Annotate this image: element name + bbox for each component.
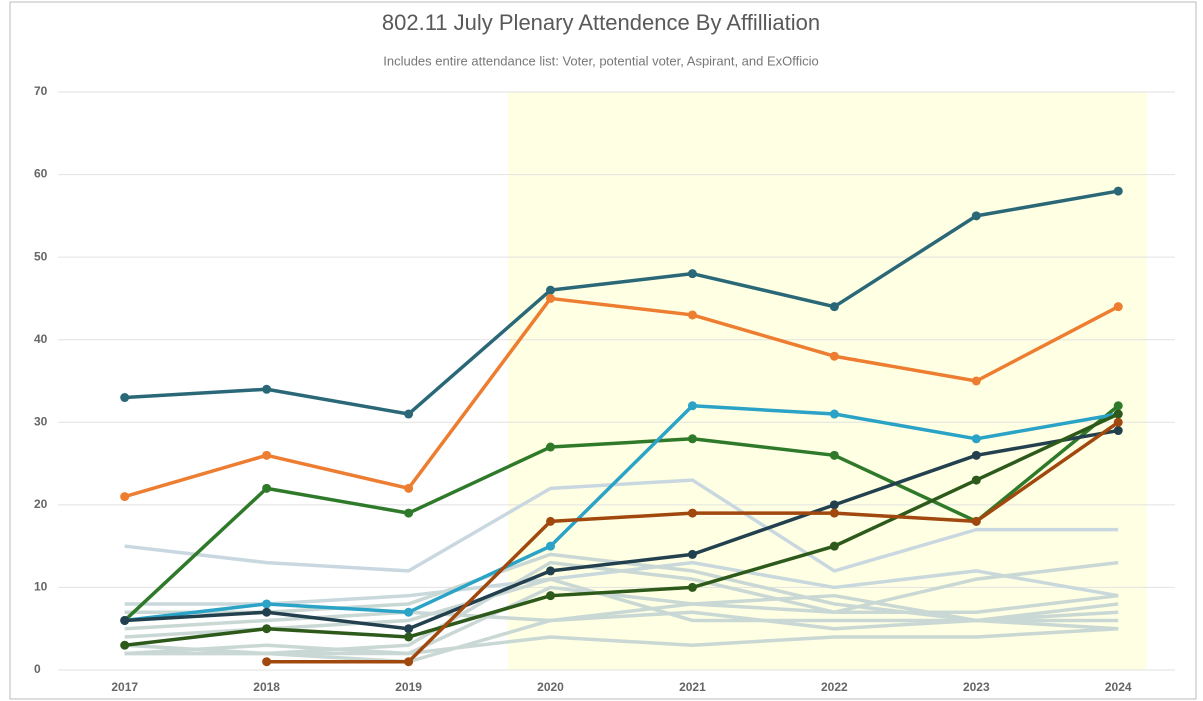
series-line xyxy=(124,296,1120,499)
point xyxy=(262,599,272,609)
y-tick-label: 10 xyxy=(34,580,48,594)
point xyxy=(687,269,697,279)
point xyxy=(829,409,839,419)
series-line xyxy=(124,404,1119,623)
point xyxy=(687,434,697,444)
faded-line xyxy=(124,610,1119,664)
faded-line xyxy=(124,593,1119,631)
point xyxy=(262,384,272,394)
point xyxy=(829,500,839,510)
point xyxy=(120,640,130,650)
x-tick-label: 2024 xyxy=(1105,680,1132,694)
faded-line xyxy=(124,478,1119,573)
x-tick-label: 2020 xyxy=(537,680,564,694)
point xyxy=(829,508,839,518)
point xyxy=(404,632,414,642)
y-tick-label: 20 xyxy=(34,497,48,511)
point xyxy=(404,657,414,667)
highlight-band xyxy=(507,92,1147,670)
x-tick-label: 2022 xyxy=(821,680,848,694)
point xyxy=(829,541,839,551)
point xyxy=(546,442,556,452)
chart-title: 802.11 July Plenary Attendence By Affill… xyxy=(382,10,820,35)
point xyxy=(687,310,697,320)
point xyxy=(971,450,981,460)
point xyxy=(546,516,556,526)
point xyxy=(404,624,414,634)
point xyxy=(546,566,556,576)
point xyxy=(829,450,839,460)
point xyxy=(546,293,556,303)
point xyxy=(971,211,981,221)
series-line xyxy=(124,189,1119,416)
point xyxy=(687,401,697,411)
chart-subtitle: Includes entire attendance list: Voter, … xyxy=(383,53,819,68)
point xyxy=(120,393,130,403)
point xyxy=(262,483,272,493)
series-line xyxy=(124,412,1119,647)
point xyxy=(687,582,697,592)
point xyxy=(546,285,556,295)
point xyxy=(1113,409,1123,419)
y-tick-label: 40 xyxy=(34,332,48,346)
x-tick-label: 2019 xyxy=(395,680,422,694)
point xyxy=(546,541,556,551)
point xyxy=(687,508,697,518)
y-tick-label: 70 xyxy=(34,84,48,98)
point xyxy=(971,376,981,386)
point xyxy=(829,351,839,361)
point xyxy=(687,549,697,559)
series-line xyxy=(123,404,1120,622)
x-tick-label: 2017 xyxy=(111,680,138,694)
point xyxy=(404,508,414,518)
x-tick-label: 2018 xyxy=(253,680,280,694)
point xyxy=(404,409,414,419)
point xyxy=(971,516,981,526)
x-tick-label: 2023 xyxy=(963,680,990,694)
point xyxy=(262,450,272,460)
point xyxy=(971,475,981,485)
point xyxy=(1113,186,1123,196)
point xyxy=(404,483,414,493)
point xyxy=(120,492,130,502)
point xyxy=(262,624,272,634)
x-tick-label: 2021 xyxy=(679,680,706,694)
point xyxy=(546,591,556,601)
y-tick-label: 0 xyxy=(34,662,41,676)
point xyxy=(1113,401,1123,411)
y-tick-label: 30 xyxy=(34,414,48,428)
point xyxy=(1113,426,1123,436)
point xyxy=(1113,417,1123,427)
point xyxy=(262,657,272,667)
point xyxy=(120,615,130,625)
point xyxy=(971,434,981,444)
series-line xyxy=(124,428,1119,631)
y-tick-label: 50 xyxy=(34,249,48,263)
y-tick-label: 60 xyxy=(34,167,48,181)
point xyxy=(829,302,839,312)
point xyxy=(404,607,414,617)
point xyxy=(1113,302,1123,312)
point xyxy=(262,607,272,617)
